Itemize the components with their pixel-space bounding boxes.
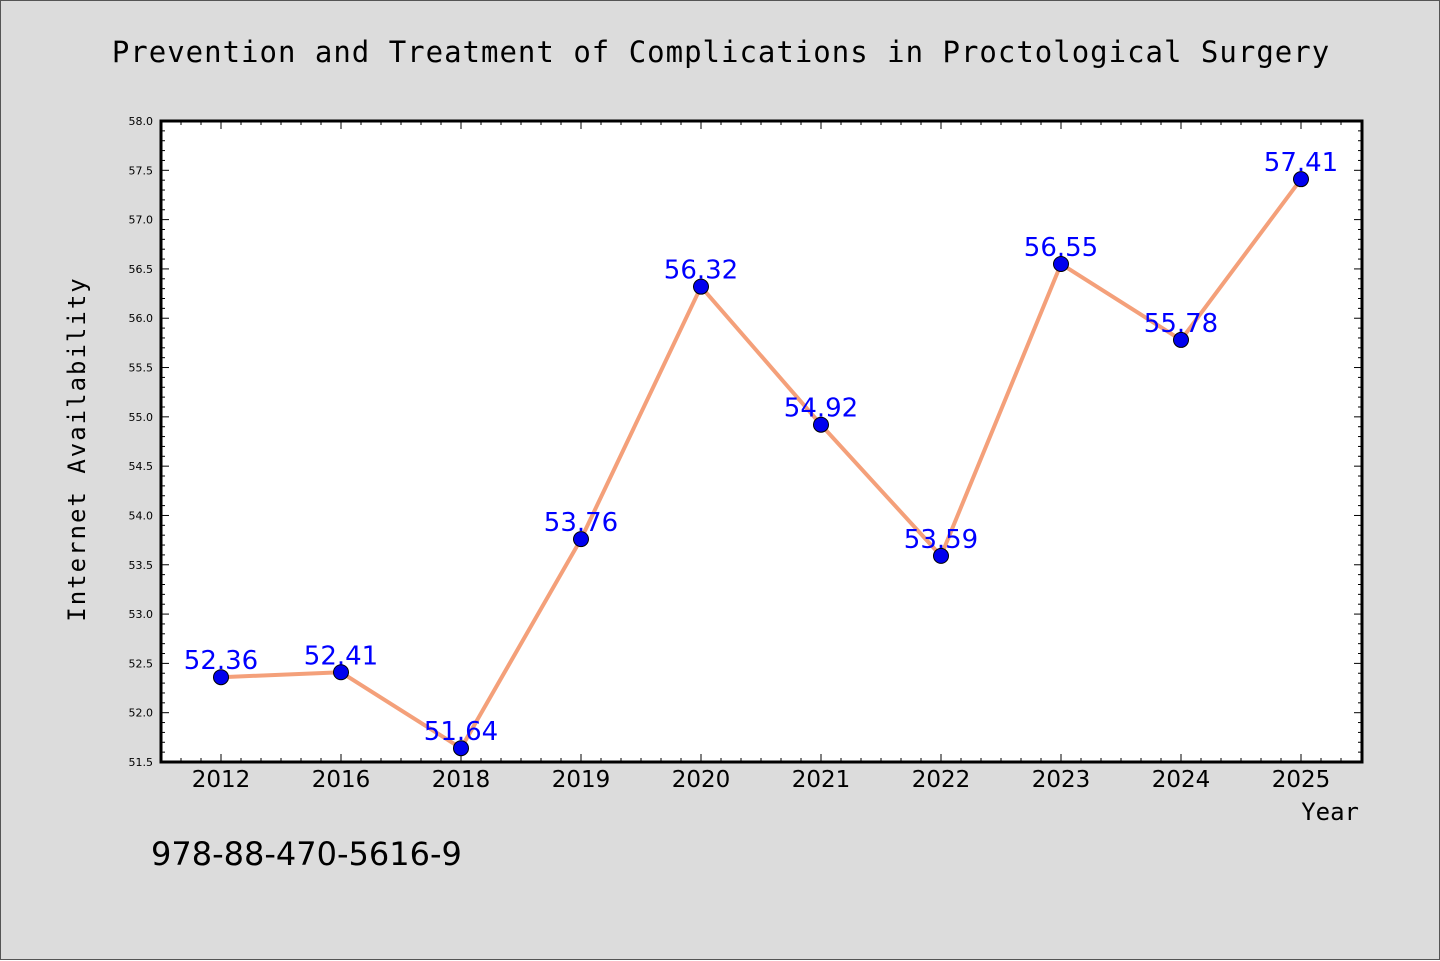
data-label: 56.32 — [664, 256, 738, 286]
y-tick-label: 54.5 — [129, 460, 154, 473]
x-tick-label: 2012 — [192, 767, 251, 793]
x-tick-label: 2018 — [432, 767, 491, 793]
x-tick-label: 2021 — [792, 767, 851, 793]
x-tick-label: 2020 — [672, 767, 731, 793]
data-label: 55.78 — [1144, 309, 1218, 339]
data-label: 52.36 — [184, 646, 258, 676]
x-tick-label: 2019 — [552, 767, 611, 793]
y-tick-label: 55.0 — [129, 411, 154, 424]
x-tick-label: 2025 — [1272, 767, 1331, 793]
data-label: 53.76 — [544, 508, 618, 538]
data-point — [333, 664, 349, 681]
y-tick-label: 53.5 — [129, 559, 154, 572]
isbn-text: 978-88-470-5616-9 — [151, 835, 462, 873]
y-tick-label: 55.5 — [129, 362, 154, 375]
y-tick-label: 52.0 — [129, 707, 154, 720]
data-point — [213, 669, 229, 686]
y-tick-label: 53.0 — [129, 608, 154, 621]
data-point — [813, 416, 829, 433]
y-tick-label: 51.5 — [129, 756, 154, 769]
data-point — [453, 740, 469, 757]
plot-frame — [159, 119, 1364, 764]
data-label: 57.41 — [1264, 148, 1338, 178]
series-line — [220, 177, 1303, 751]
x-tick-label: 2024 — [1152, 767, 1211, 793]
x-axis-label: Year — [1301, 798, 1359, 826]
data-point — [1053, 255, 1069, 272]
x-tick-label: 2016 — [312, 767, 371, 793]
data-point — [693, 278, 709, 295]
y-tick-label: 52.5 — [129, 657, 154, 670]
y-tick-label: 54.0 — [129, 509, 154, 522]
y-tick-label: 57.0 — [129, 214, 154, 227]
plot-area — [161, 121, 1362, 762]
data-label: 53.59 — [904, 525, 978, 555]
chart-title: Prevention and Treatment of Complication… — [111, 35, 1331, 69]
y-tick-label: 57.5 — [129, 164, 154, 177]
y-tick-label: 56.5 — [129, 263, 154, 276]
data-point — [573, 531, 589, 548]
data-point — [933, 547, 949, 564]
data-label: 56.55 — [1024, 233, 1098, 263]
data-point — [1293, 171, 1309, 188]
y-tick-label: 56.0 — [129, 312, 154, 325]
data-label: 54.92 — [784, 394, 858, 424]
data-label: 51.64 — [424, 717, 498, 747]
data-point — [1173, 331, 1189, 348]
y-tick-label: 58.0 — [129, 115, 154, 128]
x-tick-label: 2023 — [1032, 767, 1091, 793]
x-tick-label: 2022 — [912, 767, 971, 793]
data-label: 52.41 — [304, 641, 378, 671]
